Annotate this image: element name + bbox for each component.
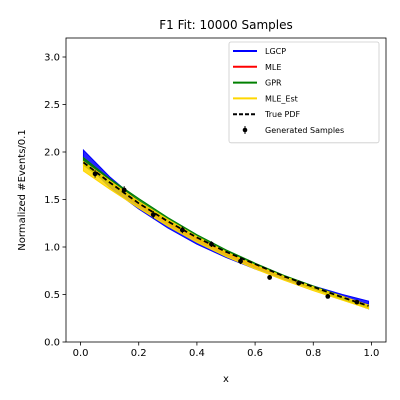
x-tick-label: 0.0	[73, 348, 89, 359]
x-tick-label: 0.6	[247, 348, 263, 359]
y-tick-label: 0.5	[44, 290, 60, 301]
plot-area	[82, 148, 370, 310]
series-true-pdf	[82, 161, 369, 307]
data-point	[354, 299, 360, 305]
series-generated-samples	[92, 170, 360, 305]
data-point	[238, 258, 243, 264]
plot-frame	[65, 37, 387, 343]
axes: 0.0 0.2 0.4 0.6 0.8 1.0 0.0 0.5 1.0 1.5 2.0 2.5 3.0	[44, 37, 387, 359]
y-tick-label: 1.0	[44, 243, 60, 254]
data-point	[296, 280, 302, 286]
y-tick-label: 3.0	[44, 53, 60, 64]
legend-label: Generated Samples	[265, 126, 344, 135]
y-tick-label: 2.0	[44, 148, 60, 159]
legend-entry-mle-est: MLE_Est	[233, 94, 298, 103]
x-tick-label: 1.0	[364, 348, 380, 359]
band-mle-est	[82, 160, 370, 310]
y-tick-label: 2.5	[44, 100, 60, 111]
data-point	[209, 241, 214, 247]
x-tick-label: 0.2	[131, 348, 147, 359]
legend-entry-generated-samples: Generated Samples	[242, 126, 344, 135]
legend-label: GPR	[265, 79, 282, 88]
legend-label: True PDF	[264, 110, 301, 119]
legend-marker-point	[242, 127, 248, 133]
series-mle-est	[82, 160, 370, 310]
legend-entry-lgcp: LGCP	[233, 47, 286, 56]
legend: LGCP MLE GPR MLE_Est True PDF Generated Sampl…	[228, 41, 380, 144]
legend-label: LGCP	[265, 47, 286, 56]
x-tick-label: 0.4	[189, 348, 205, 359]
legend-entry-gpr: GPR	[233, 79, 282, 88]
legend-entry-true-pdf: True PDF	[233, 110, 301, 119]
legend-box	[228, 41, 380, 144]
data-point	[121, 187, 127, 193]
legend-entry-mle: MLE	[233, 63, 281, 72]
x-axis-label: x	[223, 374, 229, 385]
line-true-pdf	[82, 161, 369, 307]
y-tick-label: 0.0	[44, 338, 60, 349]
legend-label: MLE	[265, 63, 281, 72]
x-tick-label: 0.8	[305, 348, 321, 359]
data-point	[267, 275, 273, 280]
data-point	[325, 294, 331, 299]
data-point	[179, 227, 185, 233]
y-tick-label: 1.5	[44, 195, 60, 206]
chart-title: F1 Fit: 10000 Samples	[159, 18, 293, 32]
data-point	[150, 212, 156, 218]
data-point	[92, 171, 98, 177]
legend-label: MLE_Est	[265, 94, 298, 103]
y-axis-label: Normalized #Events/0.1	[17, 129, 28, 250]
